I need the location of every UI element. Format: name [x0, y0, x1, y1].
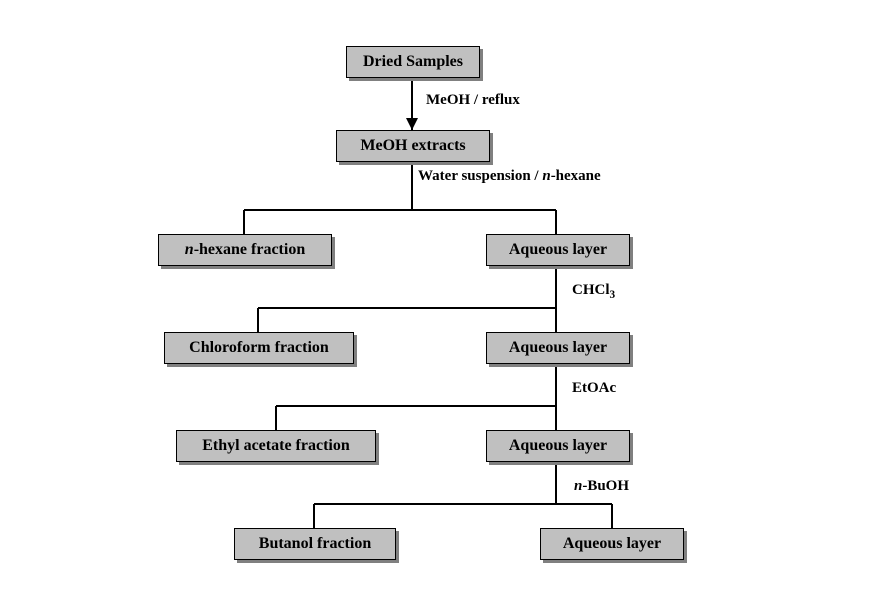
node-ethyl-acetate-fraction: Ethyl acetate fraction	[176, 430, 376, 462]
node-nhexane-fraction: n-hexane fraction	[158, 234, 332, 266]
node-aqueous-layer-2: Aqueous layer	[486, 332, 630, 364]
node-butanol-fraction: Butanol fraction	[234, 528, 396, 560]
node-chloroform-fraction: Chloroform fraction	[164, 332, 354, 364]
edge-label-meoh-reflux: MeOH / reflux	[426, 92, 520, 109]
edge-label-chcl3: CHCl3	[572, 282, 615, 299]
flowchart-lines	[0, 0, 880, 591]
edge-label-water-suspension: Water suspension / n-hexane	[418, 168, 601, 185]
node-aqueous-layer-1: Aqueous layer	[486, 234, 630, 266]
node-meoh-extracts: MeOH extracts	[336, 130, 490, 162]
node-aqueous-layer-3: Aqueous layer	[486, 430, 630, 462]
node-dried-samples: Dried Samples	[346, 46, 480, 78]
edge-label-etoac: EtOAc	[572, 380, 616, 397]
edge-label-nbuoh: n-BuOH	[574, 478, 629, 495]
node-aqueous-layer-4: Aqueous layer	[540, 528, 684, 560]
